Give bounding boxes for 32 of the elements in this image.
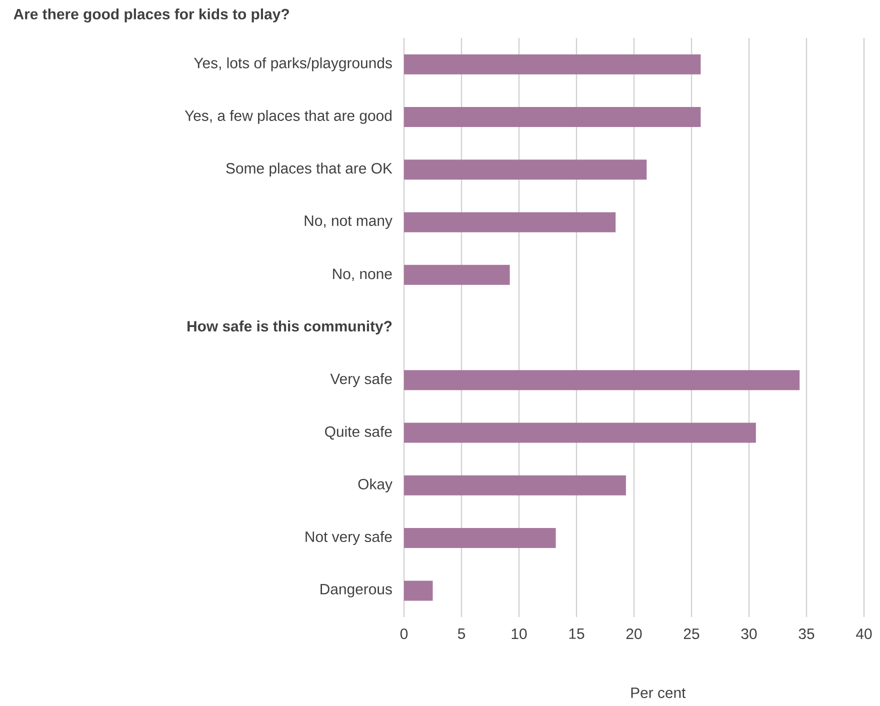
bar: [404, 475, 626, 496]
y-tick-label: Very safe: [330, 373, 392, 388]
y-tick-label: Dangerous: [320, 584, 392, 598]
bar: [404, 422, 756, 443]
x-tick-label: 10: [512, 628, 527, 640]
bar: [404, 212, 616, 232]
y-tick-label: Yes, a few places that are good: [184, 110, 392, 124]
x-tick-label: 5: [458, 628, 466, 639]
x-tick-label: 0: [400, 628, 408, 640]
bar: [404, 264, 510, 285]
x-axis-title: Per cent: [631, 688, 686, 698]
bar: [404, 370, 800, 390]
text: Are there good places for kids to play?: [14, 8, 289, 22]
y-tick-label: How safe is this community?: [188, 320, 392, 334]
bar: [404, 528, 556, 548]
y-tick-label: No, none: [333, 268, 392, 281]
y-tick-label: No, not many: [304, 216, 392, 229]
x-tick-label: 15: [569, 628, 584, 639]
bar: [404, 106, 701, 127]
bar: [404, 54, 701, 74]
y-tick-label: Some places that are OK: [226, 162, 392, 177]
y-tick-label: Okay: [358, 478, 392, 492]
x-tick-label: 20: [626, 628, 642, 640]
x-tick-label: 25: [684, 628, 700, 640]
x-tick-label: 30: [741, 628, 757, 640]
bar: [404, 160, 647, 180]
x-tick-label: 40: [856, 628, 872, 640]
y-tick-label: Yes, lots of parks/playgrounds: [194, 57, 392, 72]
x-tick-label: 35: [798, 628, 814, 640]
y-tick-label: Not very safe: [306, 531, 392, 545]
bar: [404, 580, 433, 601]
y-tick-label: Quite safe: [325, 426, 392, 440]
